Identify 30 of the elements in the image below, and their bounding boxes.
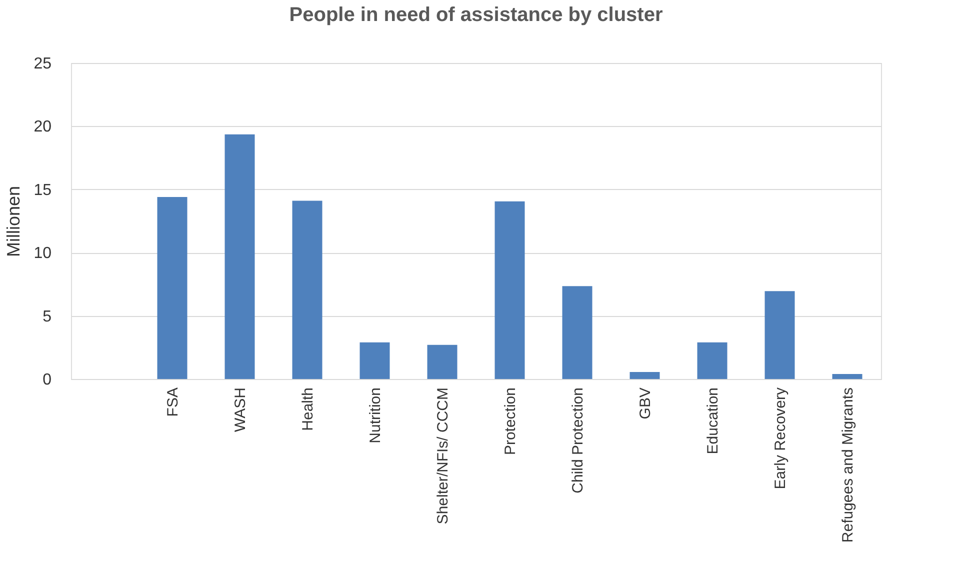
- y-tick-label: 0: [42, 372, 52, 388]
- x-tick-label: GBV: [636, 388, 654, 420]
- x-tick-label: Protection: [502, 388, 519, 456]
- bar: [360, 342, 390, 379]
- x-tick-label: Health: [299, 388, 316, 431]
- chart-title: People in need of assistance by cluster: [289, 4, 663, 26]
- bar: [764, 291, 795, 379]
- bar: [562, 286, 592, 379]
- y-tick-label: 5: [42, 308, 52, 326]
- x-tick-label: Nutrition: [366, 388, 384, 444]
- y-tick-label: 10: [34, 245, 52, 262]
- bar: [157, 196, 188, 379]
- y-tick-label: 20: [34, 118, 52, 136]
- y-tick-label: 25: [34, 56, 52, 72]
- bar: [630, 372, 660, 379]
- x-tick-label: Refugees and Migrants: [839, 388, 856, 543]
- bar: [292, 200, 322, 379]
- bar: [224, 134, 255, 379]
- x-tick-label: WASH: [232, 388, 249, 432]
- x-tick-label: FSA: [164, 388, 182, 417]
- x-tick-label: Education: [704, 388, 722, 454]
- x-tick-label: Shelter/NFIs/ CCCM: [434, 388, 452, 524]
- bar: [697, 342, 728, 379]
- x-tick-label: Early Recovery: [772, 387, 789, 490]
- x-tick-label: Child Protection: [569, 388, 586, 494]
- bar: [494, 201, 525, 379]
- bar: [427, 344, 458, 379]
- y-axis-title: Millionen: [4, 186, 24, 258]
- bar: [832, 374, 862, 379]
- y-tick-label: 15: [34, 182, 52, 199]
